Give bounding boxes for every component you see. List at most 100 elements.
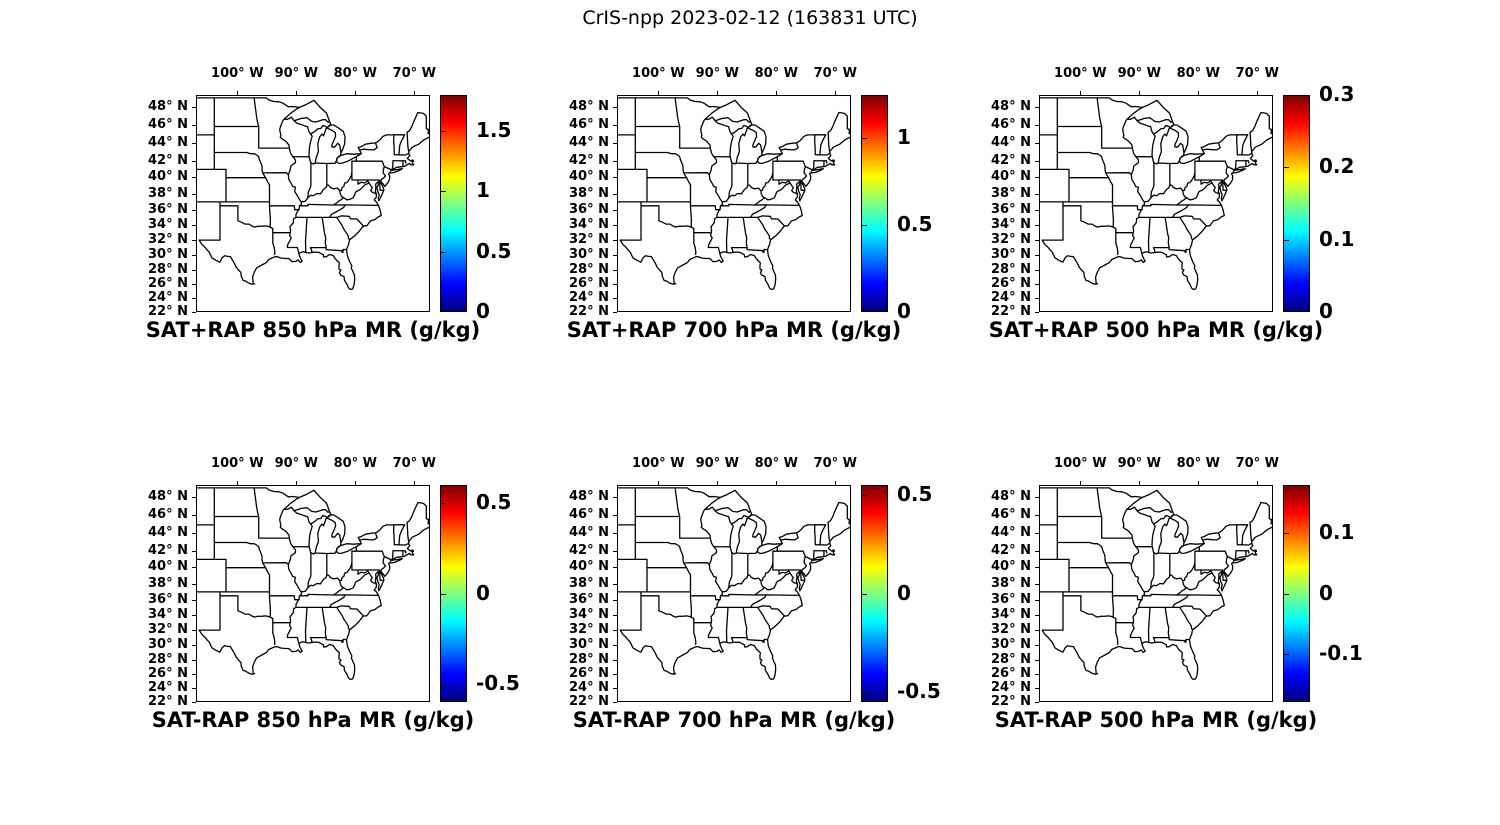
y-tick-mark xyxy=(192,177,196,179)
y-tick-label: 48° N xyxy=(991,488,1031,504)
x-tick-mark xyxy=(1257,91,1259,95)
x-tick-label: 90° W xyxy=(1117,66,1162,81)
y-tick-label: 36° N xyxy=(569,201,609,217)
x-tick-mark xyxy=(776,481,778,485)
y-tick-mark xyxy=(192,160,196,162)
map-frame xyxy=(1039,95,1273,312)
x-tick-mark xyxy=(1080,481,1082,485)
y-tick-label: 46° N xyxy=(569,117,609,133)
colorbar-tick-mark xyxy=(441,252,446,253)
y-tick-mark xyxy=(192,599,196,601)
y-tick-label: 32° N xyxy=(148,622,188,638)
y-tick-label: 38° N xyxy=(148,185,188,201)
colorbar-tick-label: -0.1 xyxy=(1319,641,1363,665)
us-state-outlines-map xyxy=(197,97,429,290)
y-tick-mark xyxy=(613,702,617,703)
y-tick-label: 44° N xyxy=(148,135,188,151)
y-tick-mark xyxy=(1035,659,1039,661)
colorbar-tick-label: 0.3 xyxy=(1319,82,1355,106)
y-tick-label: 38° N xyxy=(991,185,1031,201)
y-tick-label: 26° N xyxy=(569,276,609,292)
y-tick-mark xyxy=(613,193,617,195)
colorbar-tick-mark xyxy=(862,594,867,595)
y-tick-mark xyxy=(613,533,617,535)
y-tick-label: 28° N xyxy=(991,651,1031,667)
colorbar-tick-mark xyxy=(1284,594,1289,595)
y-tick-label: 48° N xyxy=(569,488,609,504)
colorbar xyxy=(440,485,467,702)
y-tick-mark xyxy=(613,615,617,617)
y-tick-mark xyxy=(192,240,196,242)
panel-title: SAT-RAP 700 hPa MR (g/kg) xyxy=(572,708,896,732)
y-tick-mark xyxy=(1035,143,1039,145)
colorbar-tick-mark xyxy=(441,191,446,192)
x-tick-label: 70° W xyxy=(813,456,858,471)
y-tick-mark xyxy=(192,193,196,195)
colorbar-tick-label: 0.1 xyxy=(1319,227,1355,251)
y-tick-mark xyxy=(192,496,196,498)
y-tick-label: 32° N xyxy=(991,232,1031,248)
colorbar-tick-label: 0.5 xyxy=(897,212,933,236)
y-tick-label: 42° N xyxy=(148,542,188,558)
panel-title: SAT-RAP 500 hPa MR (g/kg) xyxy=(994,708,1318,732)
x-tick-mark xyxy=(414,91,416,95)
colorbar-gradient xyxy=(441,486,466,701)
y-tick-mark xyxy=(1035,225,1039,227)
y-tick-mark xyxy=(1035,615,1039,617)
colorbar-tick-label: -0.5 xyxy=(897,679,941,703)
y-tick-label: 26° N xyxy=(148,666,188,682)
figure-title: CrIS-npp 2023-02-12 (163831 UTC) xyxy=(582,7,918,29)
x-tick-mark xyxy=(414,481,416,485)
y-tick-mark xyxy=(613,674,617,676)
x-tick-label: 90° W xyxy=(274,66,319,81)
colorbar xyxy=(440,95,467,312)
colorbar-tick-label: 0.5 xyxy=(476,239,512,263)
y-tick-label: 40° N xyxy=(148,559,188,575)
x-tick-mark xyxy=(658,91,660,95)
colorbar-tick-label: 0 xyxy=(476,581,490,605)
colorbar-tick-label: -0.5 xyxy=(476,671,520,695)
x-tick-label: 80° W xyxy=(333,66,378,81)
x-tick-label: 90° W xyxy=(695,456,740,471)
y-tick-label: 42° N xyxy=(569,152,609,168)
y-tick-label: 40° N xyxy=(569,559,609,575)
y-tick-mark xyxy=(192,688,196,690)
y-tick-label: 30° N xyxy=(148,247,188,263)
y-tick-label: 34° N xyxy=(991,607,1031,623)
y-tick-label: 30° N xyxy=(569,247,609,263)
y-tick-mark xyxy=(1035,630,1039,632)
y-tick-label: 48° N xyxy=(569,98,609,114)
x-tick-label: 90° W xyxy=(695,66,740,81)
x-tick-mark xyxy=(1198,91,1200,95)
y-tick-mark xyxy=(192,225,196,227)
x-tick-label: 100° W xyxy=(1054,66,1107,81)
y-tick-label: 30° N xyxy=(991,247,1031,263)
y-tick-label: 38° N xyxy=(991,575,1031,591)
colorbar xyxy=(1283,95,1310,312)
y-tick-mark xyxy=(1035,298,1039,300)
y-tick-mark xyxy=(192,125,196,127)
colorbar-tick-label: 0 xyxy=(897,581,911,605)
y-tick-label: 32° N xyxy=(569,622,609,638)
y-tick-mark xyxy=(613,143,617,145)
colorbar-tick-label: 0 xyxy=(476,299,490,323)
y-tick-label: 42° N xyxy=(569,542,609,558)
y-tick-mark xyxy=(192,630,196,632)
y-tick-label: 32° N xyxy=(569,232,609,248)
y-tick-mark xyxy=(192,284,196,286)
y-tick-label: 32° N xyxy=(148,232,188,248)
colorbar-tick-label: 1 xyxy=(897,125,911,149)
y-tick-label: 46° N xyxy=(569,507,609,523)
colorbar-tick-mark xyxy=(1284,533,1289,534)
y-tick-label: 40° N xyxy=(569,169,609,185)
y-tick-mark xyxy=(1035,496,1039,498)
colorbar-tick-mark xyxy=(441,131,446,132)
colorbar-tick-label: 0 xyxy=(897,299,911,323)
y-tick-label: 24° N xyxy=(148,680,188,696)
y-tick-label: 26° N xyxy=(148,276,188,292)
y-tick-label: 44° N xyxy=(991,135,1031,151)
y-tick-mark xyxy=(1035,674,1039,676)
y-tick-label: 40° N xyxy=(148,169,188,185)
y-tick-label: 22° N xyxy=(148,304,188,319)
y-tick-mark xyxy=(1035,240,1039,242)
